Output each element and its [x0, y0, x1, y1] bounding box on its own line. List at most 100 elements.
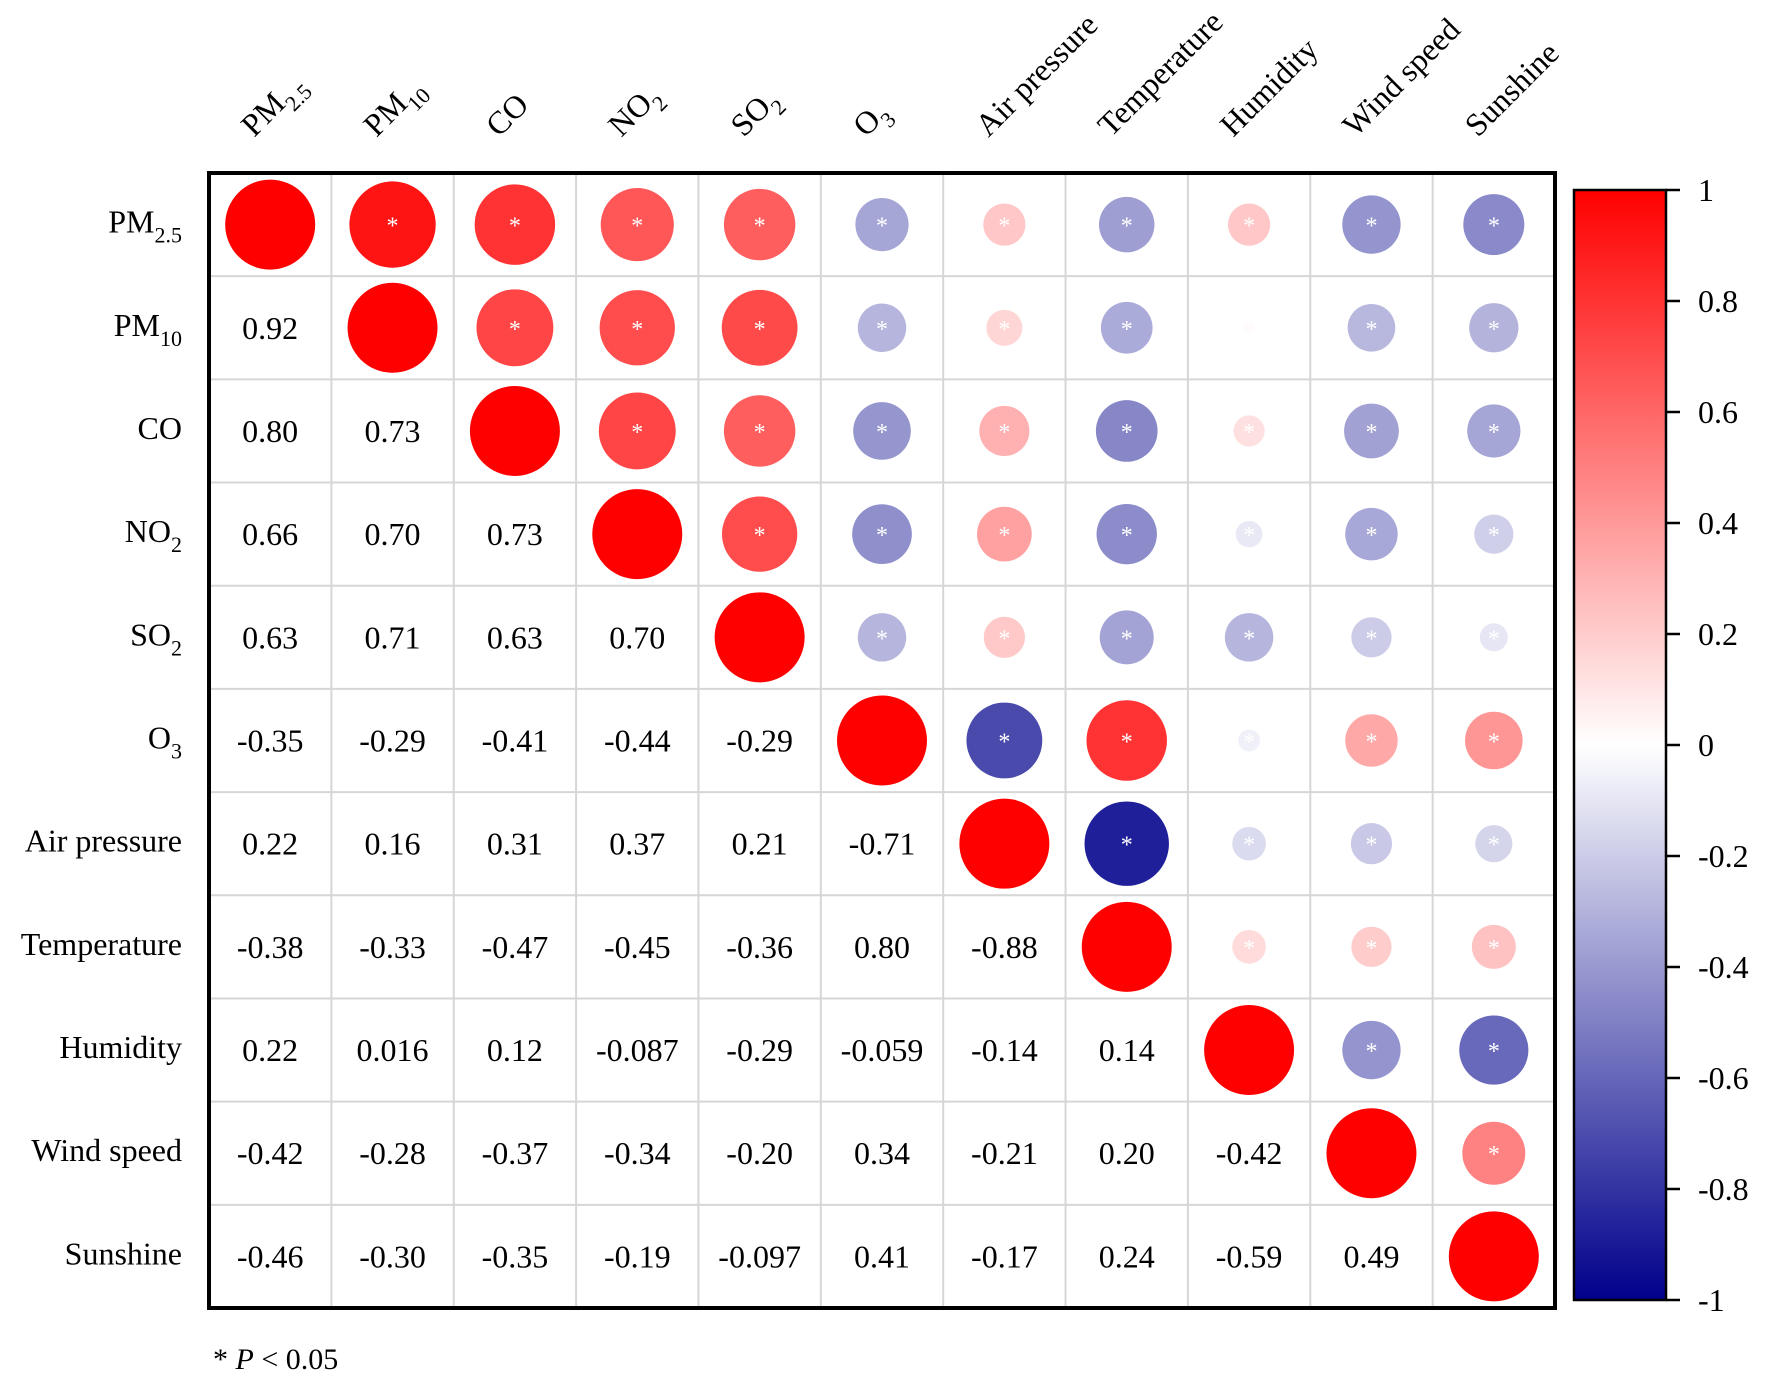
label-main: Air pressure: [968, 6, 1105, 143]
correlation-circle: [1081, 901, 1172, 992]
correlation-value: -0.14: [971, 1032, 1038, 1068]
correlation-value: -0.35: [482, 1238, 549, 1274]
significance-marker: *: [1243, 626, 1255, 652]
colorbar-tick-label: -0.6: [1698, 1060, 1749, 1096]
correlation-value: -0.28: [359, 1135, 426, 1171]
correlation-circle: [1474, 514, 1514, 554]
correlation-circle: [1463, 194, 1525, 256]
significance-marker: *: [631, 317, 643, 343]
significance-marker: *: [1121, 626, 1133, 652]
correlation-value: -0.45: [604, 929, 671, 965]
label-main: Temperature: [21, 926, 182, 962]
grid-lines: [209, 173, 1555, 1308]
correlation-value: 0.37: [609, 826, 665, 862]
significance-marker: *: [1365, 833, 1377, 859]
correlation-circle: [1100, 301, 1153, 354]
correlation-circle: [723, 395, 796, 467]
significance-marker: *: [1243, 420, 1255, 446]
significance-marker: *: [1365, 420, 1377, 446]
significance-marker: *: [1243, 730, 1255, 756]
colorbar-gradient: [1572, 188, 1668, 1302]
correlation-value: 0.70: [609, 619, 665, 655]
correlation-value: 0.70: [365, 516, 421, 552]
correlation-circle: [983, 616, 1025, 658]
correlation-circle: [1344, 403, 1399, 459]
significance-marker: *: [1365, 626, 1377, 652]
correlation-value: 0.20: [1099, 1135, 1155, 1171]
row-label: Temperature: [21, 926, 182, 962]
correlation-circle: [1351, 617, 1392, 658]
correlation-circle: [1350, 823, 1393, 865]
significance-marker: *: [631, 420, 643, 446]
significance-marker: *: [754, 214, 766, 240]
correlation-value: 0.49: [1343, 1238, 1399, 1274]
correlation-value: -0.42: [1216, 1135, 1283, 1171]
significance-marker: *: [876, 626, 888, 652]
label-main: Wind speed: [1335, 11, 1467, 143]
label-subscript: 3: [171, 739, 182, 764]
significance-marker: *: [876, 317, 888, 343]
column-label: SO2: [723, 81, 791, 149]
colorbar-ticks: 1 0.8 0.6 0.4 0.2 0 -0.2 -0.4 -0.6 -0.8 -1: [1666, 172, 1749, 1318]
colorbar-tick-label: 0.8: [1698, 283, 1738, 319]
correlation-value: 0.73: [487, 516, 543, 552]
significance-marker: *: [1121, 833, 1133, 859]
correlation-value: 0.16: [365, 826, 421, 862]
significance-marker: *: [876, 214, 888, 240]
significance-marker: *: [998, 730, 1010, 756]
label-main: PM: [108, 204, 154, 240]
column-label: NO2: [601, 77, 673, 149]
colorbar-tick-label: 0.6: [1698, 394, 1738, 430]
correlation-circle: [599, 290, 675, 366]
correlation-value: 0.34: [854, 1135, 910, 1171]
correlation-circle: [1342, 1020, 1401, 1080]
correlation-circle: [1345, 507, 1398, 561]
correlation-circle: [1448, 1211, 1539, 1302]
significance-marker: *: [1488, 420, 1500, 446]
significance-marker: *: [1243, 214, 1255, 240]
label-main: Wind speed: [31, 1132, 182, 1168]
label-main: PM: [234, 85, 292, 143]
correlation-value: -0.29: [726, 1032, 793, 1068]
colorbar-tick-label: -0.4: [1698, 949, 1749, 985]
correlation-value: 0.12: [487, 1032, 543, 1068]
correlation-circle: [1345, 714, 1398, 767]
significance-marker: *: [1365, 523, 1377, 549]
matrix-frame: [207, 171, 1557, 1310]
significance-marker: *: [1488, 1142, 1500, 1168]
column-label: Wind speed: [1335, 11, 1467, 143]
row-label: Humidity: [59, 1029, 182, 1065]
significance-marker: *: [1121, 730, 1133, 756]
correlation-circle: [1232, 826, 1266, 861]
correlation-circle: [1459, 1015, 1529, 1085]
significance-marker: *: [998, 523, 1010, 549]
correlation-circle: [966, 702, 1043, 779]
correlation-value: 0.22: [242, 826, 298, 862]
correlation-circle: [474, 184, 556, 265]
significance-marker: *: [509, 317, 521, 343]
column-label: CO: [478, 86, 535, 143]
correlation-value: -0.41: [482, 723, 549, 759]
column-label: Sunshine: [1457, 35, 1565, 143]
correlation-value: -0.71: [849, 826, 916, 862]
correlation-value: -0.087: [596, 1032, 679, 1068]
significance-marker: *: [1365, 936, 1377, 962]
correlation-circle: [1096, 503, 1157, 565]
correlation-value: -0.30: [359, 1238, 426, 1274]
label-main: O: [148, 720, 171, 756]
correlation-value: -0.21: [971, 1135, 1038, 1171]
correlation-circle: [721, 289, 798, 366]
correlation-value: -0.47: [482, 929, 549, 965]
column-labels: PM2.5 PM10 CO NO2 SO2 O3 Air pressureTemperatu…: [234, 3, 1566, 149]
correlation-value: 0.24: [1099, 1238, 1155, 1274]
correlation-values: 0.92 0.80 0.73 0.66 0.70 0.73 0.63 0.71 0.63 0.70…: [237, 310, 1400, 1275]
column-label: PM2.5: [234, 65, 317, 148]
correlation-circle: [853, 402, 911, 460]
significance-marker: *: [1243, 833, 1255, 859]
label-main: NO: [125, 513, 171, 549]
correlation-value: 0.22: [242, 1032, 298, 1068]
correlation-value: 0.92: [242, 310, 298, 346]
significance-marker: *: [1121, 523, 1133, 549]
